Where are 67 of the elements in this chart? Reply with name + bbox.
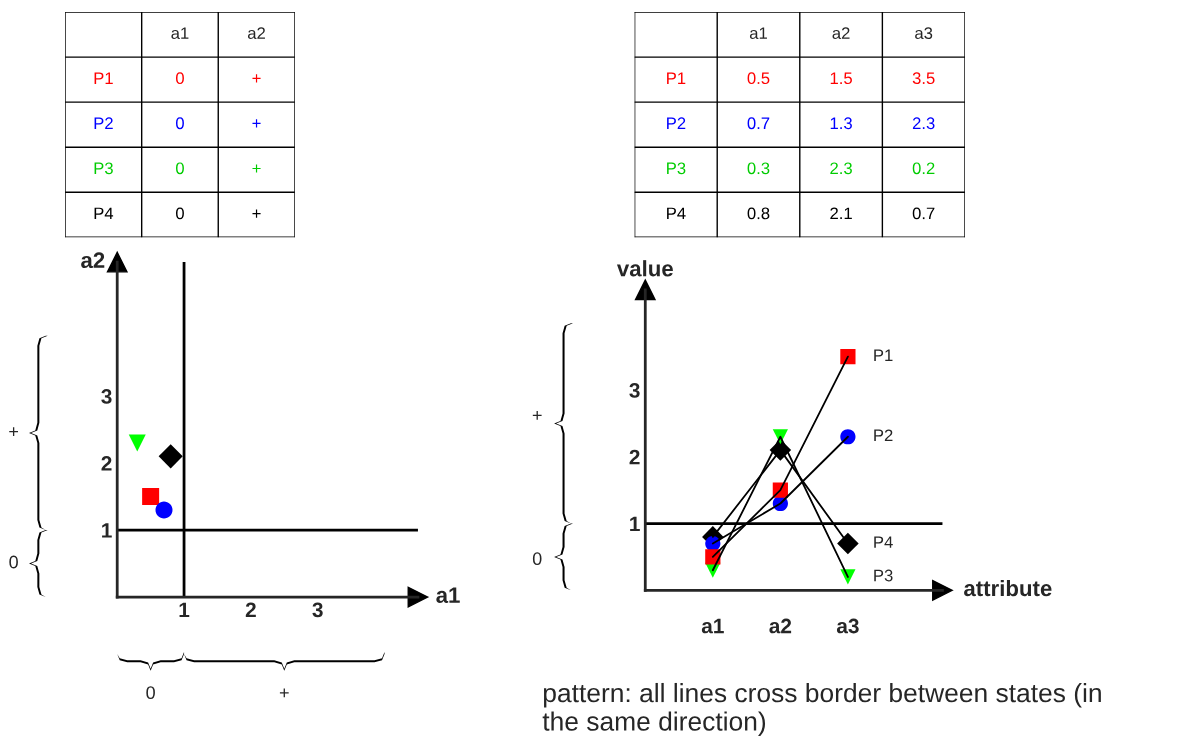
y-tick-label: 1 [102, 523, 112, 538]
y-tick-label: 3 [101, 389, 112, 404]
text: + [9, 427, 19, 436]
text: 0 [175, 162, 184, 175]
text: 0 [175, 207, 184, 220]
y-axis-title: a2 [81, 252, 105, 269]
x-axis-title: attribute [964, 579, 1052, 597]
text: 1.3 [830, 117, 852, 130]
point [158, 444, 183, 469]
text: 0 [146, 686, 155, 700]
point [128, 434, 146, 452]
text: + [532, 410, 542, 420]
category-label: P3 [667, 162, 686, 175]
text: 0 [532, 552, 542, 566]
point [840, 429, 856, 445]
text: + [252, 164, 261, 173]
y-tick-label: 3 [629, 383, 640, 398]
text: 2.3 [830, 162, 852, 175]
text: pattern: all lines cross border between states (in the same direction) [542, 682, 1101, 736]
text: + [252, 209, 261, 218]
point [155, 501, 173, 519]
y-axis-title: value [616, 260, 673, 277]
text: + [252, 119, 261, 128]
y-tick-label: 2 [101, 456, 112, 471]
series-label: P4 [874, 536, 893, 548]
text: 1.5 [830, 72, 852, 85]
text: 0.3 [747, 162, 770, 175]
category-label: a1 [749, 27, 767, 40]
x-tick-label: 1 [179, 602, 190, 617]
text: 2.1 [830, 207, 852, 220]
y-tick-label: 2 [629, 449, 640, 465]
category-label: P1 [667, 72, 686, 84]
text: 3.5 [912, 72, 935, 85]
text: 0.8 [747, 207, 770, 220]
category-label: P1 [94, 72, 113, 84]
point [840, 349, 856, 365]
text: 0.7 [912, 207, 935, 220]
category-label: a2 [247, 27, 265, 40]
text: 0 [9, 555, 18, 569]
x-tick-label: a3 [836, 618, 859, 634]
text: + [279, 688, 289, 698]
text: 0.5 [747, 72, 770, 85]
x-tick-label: a2 [769, 618, 792, 634]
category-label: P3 [94, 162, 113, 175]
x-tick-label: 2 [245, 602, 256, 617]
category-label: a3 [915, 27, 933, 40]
text: + [252, 74, 261, 83]
point [837, 532, 859, 555]
series-label: P1 [874, 349, 893, 361]
x-tick-label: 3 [312, 602, 323, 618]
category-label: a1 [171, 27, 189, 40]
series-label: P3 [874, 569, 893, 582]
point [142, 488, 160, 506]
text: 0.2 [912, 162, 935, 175]
y-tick-label: 1 [630, 516, 640, 532]
category-label: P4 [94, 207, 114, 220]
series-label: P2 [874, 429, 893, 442]
text: 0 [175, 72, 184, 85]
text: 0.7 [747, 117, 770, 130]
category-label: P2 [667, 117, 686, 129]
text: 0 [175, 117, 184, 130]
category-label: P2 [94, 117, 113, 129]
category-label: P4 [667, 207, 686, 220]
x-axis-title: a1 [436, 587, 460, 604]
text: 2.3 [912, 117, 935, 130]
category-label: a2 [832, 27, 850, 40]
x-tick-label: a1 [701, 618, 724, 634]
